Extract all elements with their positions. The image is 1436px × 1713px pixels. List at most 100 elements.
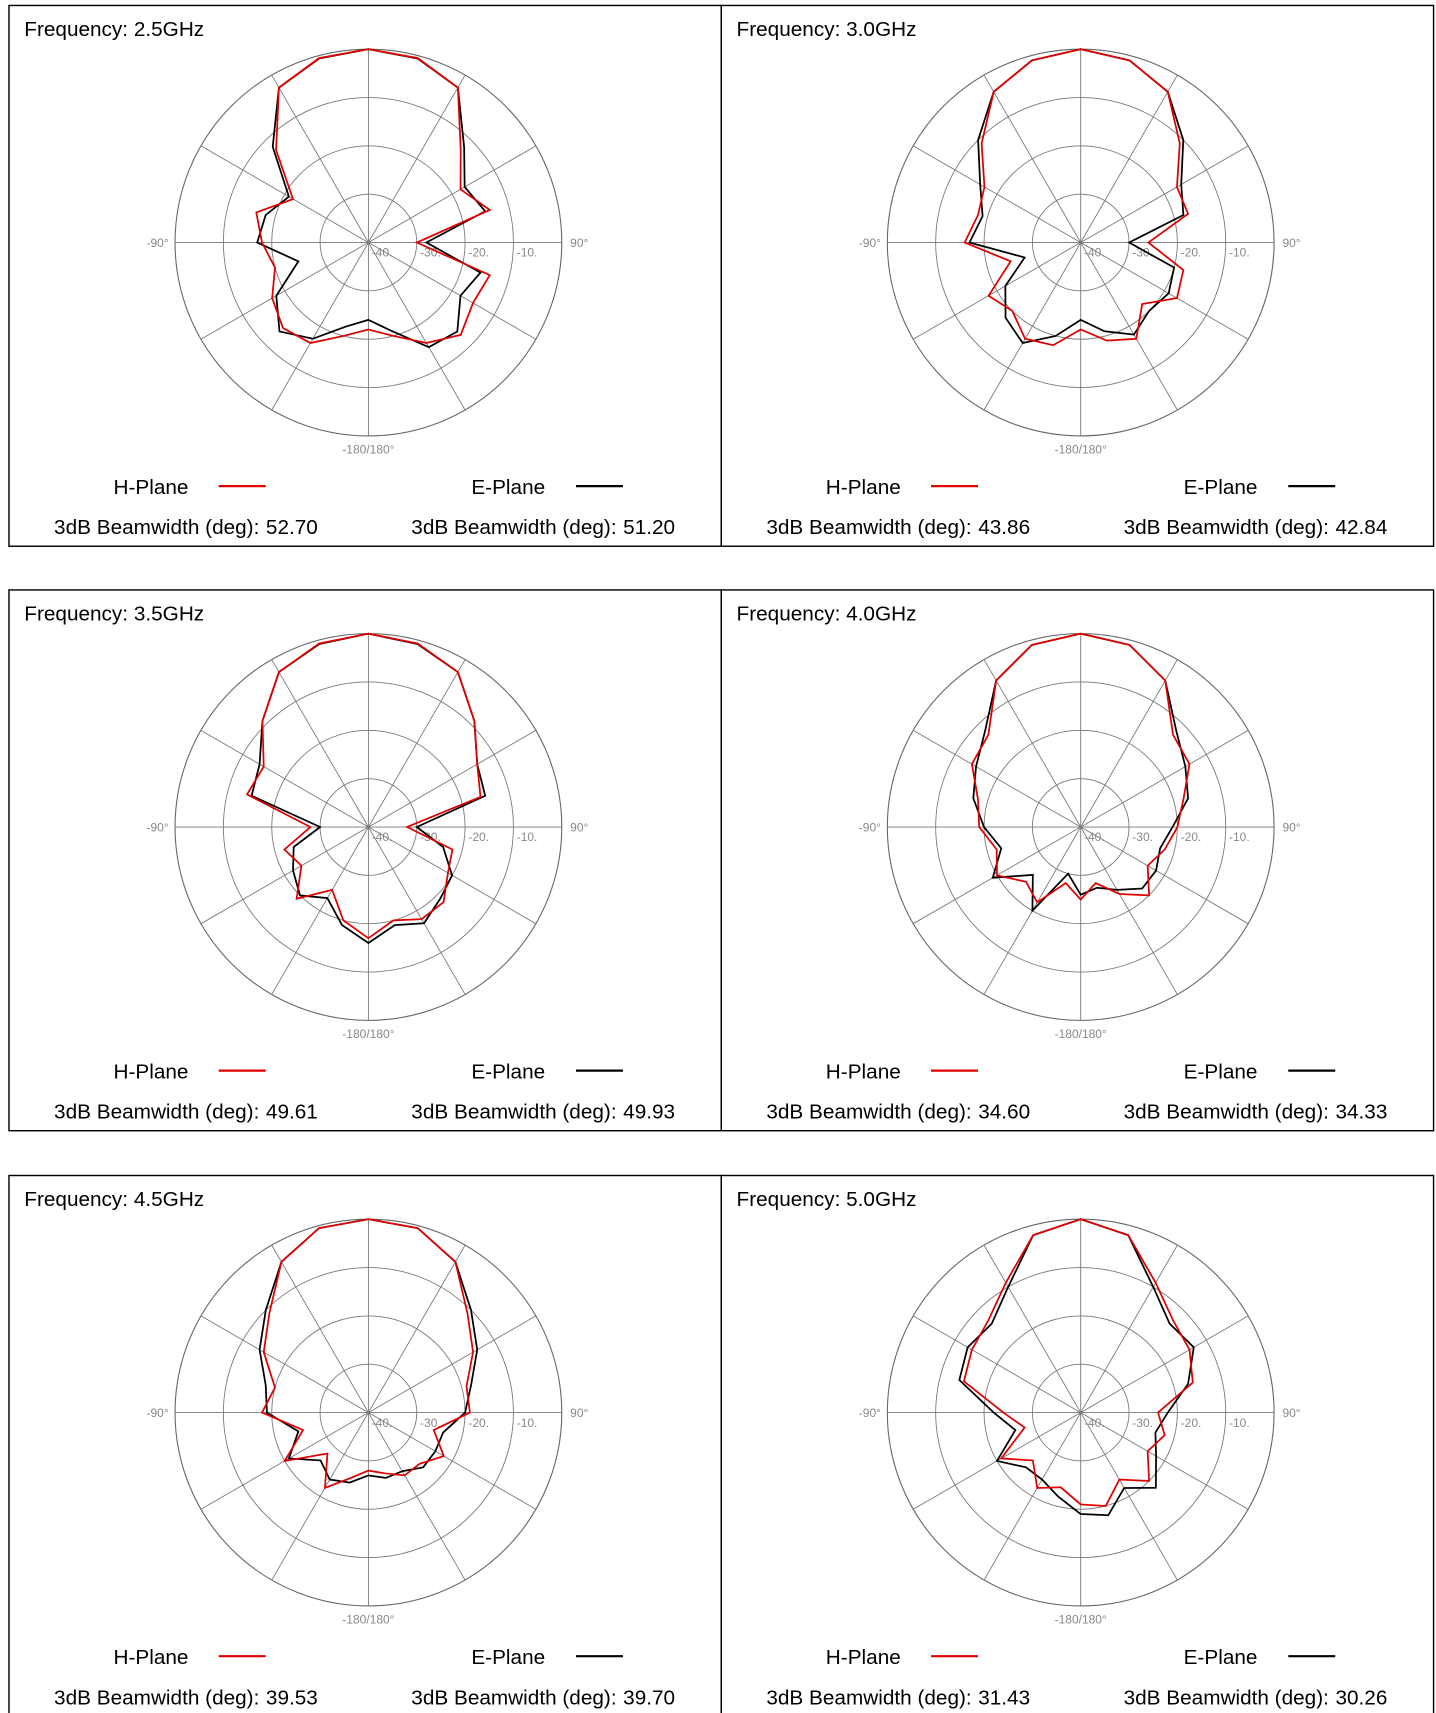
spoke [1080,659,1178,828]
beamwidth-value: 49.93 [623,1101,675,1124]
beamwidth-title: 3dB Beamwidth (deg): [766,1686,971,1709]
pattern-line [255,48,492,344]
spoke [1080,145,1249,243]
angle-label: -180/180° [1055,442,1107,456]
angle-label: -180/180° [342,1612,394,1626]
angle-label: -180/180° [342,442,394,456]
spoke [983,242,1082,411]
legend-label: H-Plane [114,476,189,499]
r-tick-label: -40. [372,246,393,260]
legend-label: E-Plane [1184,1060,1258,1083]
pattern-line [260,1218,474,1490]
r-tick-label: -20. [468,1416,489,1430]
r-tick-label: -30. [420,246,441,260]
legend-label: H-Plane [114,1646,189,1669]
spoke [1080,826,1249,925]
panel: Frequency: 4.0GHz -40. -30. -20. -10. -90° 90°… [720,589,1435,1132]
panel-title: Frequency: 3.0GHz [737,18,917,41]
spoke [368,729,537,828]
r-tick-label: -30. [420,1416,441,1430]
spoke [1080,1412,1178,1581]
r-tick-label: -30. [1132,1416,1153,1430]
spoke [200,145,369,243]
legend-label: H-Plane [826,1646,901,1669]
r-tick-label: -40. [372,1416,393,1430]
angle-label: -90° [146,1406,168,1420]
legend-label: E-Plane [471,1060,545,1083]
r-tick-label: -10. [517,246,538,260]
spoke [368,1412,466,1581]
pattern-line [970,632,1191,904]
beamwidth-value: 34.33 [1335,1101,1387,1124]
r-tick-label: -40. [1084,830,1105,844]
pattern-line [963,48,1190,347]
spoke [1080,826,1178,995]
spoke [983,1244,1082,1413]
beamwidth-title: 3dB Beamwidth (deg): [1124,516,1329,539]
beamwidth-text: 3dB Beamwidth (deg): 34.33 [1124,1101,1388,1124]
beamwidth-value: 43.86 [978,516,1030,539]
panel-title: Frequency: 4.0GHz [737,603,917,626]
spoke [983,1412,1082,1581]
panel-border [8,1174,722,1713]
r-tick-label: -30. [1132,246,1153,260]
spoke [271,242,369,411]
angle-label: -180/180° [342,1027,394,1041]
beamwidth-text: 3dB Beamwidth (deg): 42.84 [1124,516,1388,539]
r-tick-label: -10. [1229,1416,1250,1430]
legend-label: H-Plane [114,1060,189,1083]
panel: Frequency: 5.0GHz -40. -30. -20. -10. -90° 90°… [720,1174,1435,1713]
beamwidth-value: 31.43 [978,1686,1030,1709]
legend-label: E-Plane [1184,476,1258,499]
angle-label: 90° [570,1406,588,1420]
pattern-line [245,632,482,940]
spoke [1080,242,1178,411]
angle-label: -90° [146,820,168,834]
beamwidth-value: 34.60 [978,1101,1030,1124]
panel-border [720,1174,1435,1713]
panel-border [8,4,722,547]
r-tick-label: -10. [1229,246,1250,260]
r-tick-label: -20. [468,830,489,844]
angle-label: 90° [570,236,588,250]
panel-title: Frequency: 5.0GHz [737,1188,917,1211]
spoke [271,826,369,995]
angle-label: 90° [1282,236,1300,250]
beamwidth-title: 3dB Beamwidth (deg): [54,1686,259,1709]
beamwidth-title: 3dB Beamwidth (deg): [411,1101,616,1124]
spoke [271,74,369,243]
spoke [983,74,1082,243]
beamwidth-title: 3dB Beamwidth (deg): [411,516,616,539]
spoke [200,826,369,925]
panel: Frequency: 3.0GHz -40. -30. -20. -10. -90° 90°… [720,4,1435,547]
beamwidth-value: 39.53 [266,1686,318,1709]
spoke [368,1315,537,1413]
beamwidth-title: 3dB Beamwidth (deg): [1124,1101,1329,1124]
beamwidth-value: 52.70 [266,516,318,539]
panel-border [720,589,1435,1132]
beamwidth-title: 3dB Beamwidth (deg): [54,516,259,539]
angle-label: -90° [859,1406,881,1420]
spoke [368,1244,466,1413]
beamwidth-title: 3dB Beamwidth (deg): [54,1101,259,1124]
beamwidth-text: 3dB Beamwidth (deg): 51.20 [411,516,675,539]
beamwidth-title: 3dB Beamwidth (deg): [766,516,971,539]
r-tick-label: -20. [1181,246,1202,260]
beamwidth-text: 3dB Beamwidth (deg): 43.86 [766,516,1030,539]
spoke [368,74,466,243]
panel-title: Frequency: 2.5GHz [24,18,204,41]
angle-label: -180/180° [1055,1612,1107,1626]
panel-title: Frequency: 4.5GHz [24,1188,204,1211]
spoke [1080,1315,1249,1413]
beamwidth-text: 3dB Beamwidth (deg): 49.93 [411,1101,675,1124]
spoke [983,659,1082,828]
spoke [1080,1244,1178,1413]
r-tick-label: -10. [517,1416,538,1430]
beamwidth-text: 3dB Beamwidth (deg): 30.26 [1124,1686,1388,1709]
beamwidth-value: 49.61 [266,1101,318,1124]
spoke [368,242,537,340]
spoke [1080,242,1249,340]
beamwidth-value: 42.84 [1335,516,1387,539]
